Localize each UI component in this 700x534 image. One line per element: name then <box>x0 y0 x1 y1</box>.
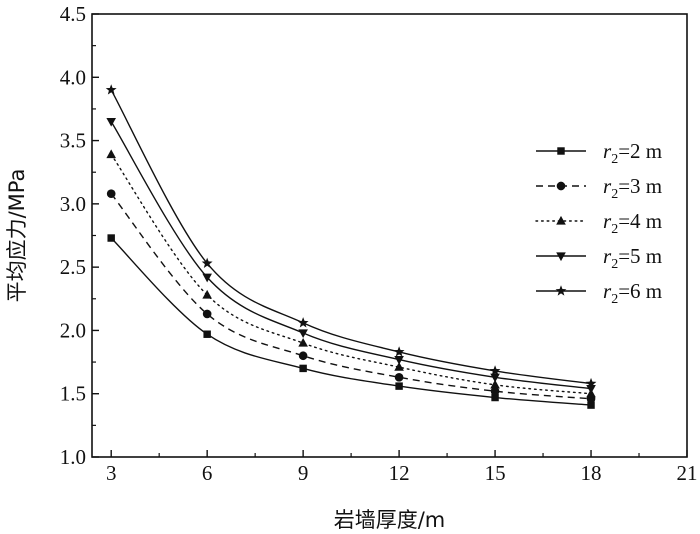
data-point <box>106 117 116 127</box>
legend-marker <box>556 181 566 191</box>
data-point <box>201 257 213 268</box>
series-2 <box>106 189 596 404</box>
series-5 <box>105 84 597 389</box>
x-tick-label: 15 <box>485 461 506 485</box>
data-point <box>490 386 500 396</box>
data-point <box>585 377 597 389</box>
legend-marker <box>555 285 567 296</box>
data-point <box>107 234 115 242</box>
data-point <box>202 309 212 319</box>
x-axis-title: 岩墙厚度/m <box>334 508 446 532</box>
data-point <box>490 379 500 389</box>
series-line <box>110 193 592 400</box>
y-tick-label: 1.0 <box>60 445 86 469</box>
data-point <box>395 382 403 390</box>
axes: 3 6 9 12 15 18 21 1.0 1.5 2.0 2.5 3.0 3.5 4.0 4.5 <box>60 2 698 485</box>
data-point <box>202 289 212 299</box>
y-tick-label: 2.0 <box>60 318 86 342</box>
series-line <box>110 237 592 406</box>
x-tick-label: 9 <box>298 461 309 485</box>
legend-label: r2=5 m <box>603 244 662 272</box>
series-line <box>110 121 592 390</box>
y-tick-label: 3.0 <box>60 192 86 216</box>
legend-item: r2=5 m <box>536 244 662 272</box>
legend-label: r2=3 m <box>603 174 662 202</box>
x-tick-label: 6 <box>202 461 213 485</box>
data-point <box>298 337 308 347</box>
plot-frame <box>91 13 688 458</box>
legend-item: r2=3 m <box>536 174 662 202</box>
x-tick-label: 12 <box>389 461 410 485</box>
legend-label: r2=4 m <box>603 209 662 237</box>
data-point <box>105 84 117 95</box>
x-tick-label: 18 <box>581 461 602 485</box>
legend-item: r2=4 m <box>535 209 662 237</box>
series-4 <box>106 117 596 394</box>
legend-marker <box>557 147 565 155</box>
data-point <box>299 364 307 373</box>
data-point <box>490 373 500 383</box>
series-3 <box>106 149 596 398</box>
series-1 <box>107 234 595 409</box>
x-tick-label: 3 <box>106 461 117 485</box>
data-point <box>298 351 308 361</box>
y-tick-label: 4.5 <box>60 2 86 26</box>
data-point <box>298 329 308 339</box>
legend: r2=2 m r2=3 m r2=4 m r2=5 m r2=6 m <box>535 139 662 307</box>
legend-marker <box>556 252 566 262</box>
series-line <box>110 89 592 385</box>
y-tick-label: 4.0 <box>60 65 86 89</box>
legend-label: r2=2 m <box>603 139 662 167</box>
y-tick-label: 2.5 <box>60 255 86 279</box>
data-point <box>586 385 596 394</box>
legend-label: r2=6 m <box>603 279 662 307</box>
data-point <box>106 189 116 199</box>
series-line <box>110 153 592 395</box>
data-point <box>203 330 211 338</box>
data-point <box>394 372 404 382</box>
data-point <box>106 149 116 159</box>
data-point <box>491 393 499 402</box>
data-point <box>202 273 212 283</box>
y-tick-label: 3.5 <box>60 129 86 153</box>
x-tick-label: 21 <box>677 461 698 485</box>
y-tick-label: 1.5 <box>60 382 86 406</box>
legend-item: r2=2 m <box>536 139 662 167</box>
data-point <box>587 401 595 409</box>
series-layer <box>105 84 597 409</box>
data-point <box>489 365 501 376</box>
legend-marker <box>556 215 566 225</box>
data-point <box>394 355 404 365</box>
legend-item: r2=6 m <box>536 279 662 307</box>
data-point <box>394 362 404 371</box>
y-axis-title: 平均应力/MPa <box>5 169 29 303</box>
data-point <box>393 346 405 357</box>
data-point <box>297 317 309 328</box>
